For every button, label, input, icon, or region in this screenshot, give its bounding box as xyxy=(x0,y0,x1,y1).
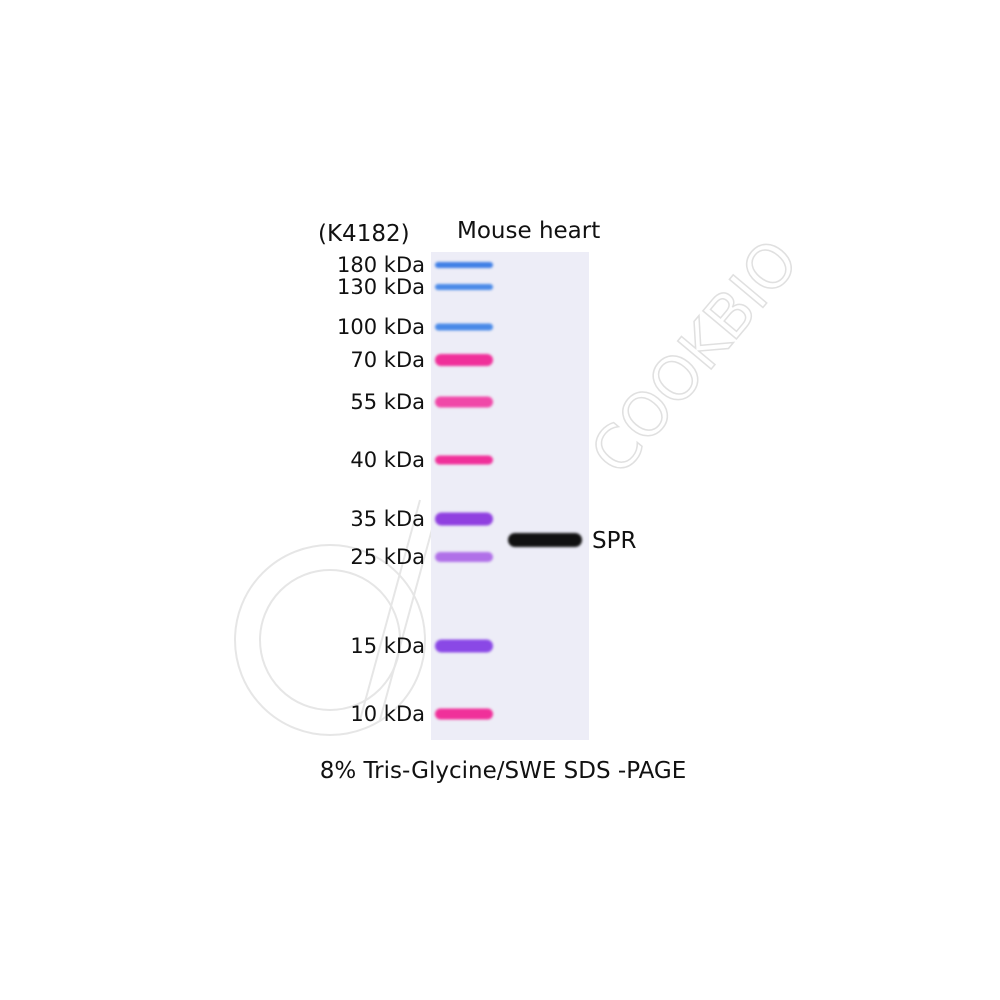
ladder-band xyxy=(435,639,493,653)
caption: 8% Tris-Glycine/SWE SDS -PAGE xyxy=(319,758,687,784)
ladder-label: 15 kDa xyxy=(350,634,425,658)
svg-text:COOKBIO: COOKBIO xyxy=(578,227,813,488)
sample-label: Mouse heart xyxy=(457,218,601,244)
catalog-label: (K4182) xyxy=(318,221,410,247)
spr-band xyxy=(508,533,582,547)
ladder-band xyxy=(435,284,493,290)
ladder-label: 70 kDa xyxy=(350,348,425,372)
ladder-band xyxy=(435,455,493,465)
ladder-band xyxy=(435,512,493,526)
ladder-label: 55 kDa xyxy=(350,390,425,414)
ladder-band xyxy=(435,262,493,268)
ladder-band xyxy=(435,396,493,408)
ladder-band xyxy=(435,708,493,720)
ladder-band xyxy=(435,354,493,366)
ladder-label: 130 kDa xyxy=(337,275,425,299)
ladder-label: 35 kDa xyxy=(350,507,425,531)
ladder-label: 10 kDa xyxy=(350,702,425,726)
ladder-band xyxy=(435,552,493,562)
ladder-label: 100 kDa xyxy=(337,315,425,339)
ladder-label: 40 kDa xyxy=(350,448,425,472)
ladder-band xyxy=(435,323,493,331)
ladder-label: 180 kDa xyxy=(337,253,425,277)
spr-label: SPR xyxy=(592,528,637,554)
gel-membrane xyxy=(431,252,589,740)
ladder-label: 25 kDa xyxy=(350,545,425,569)
